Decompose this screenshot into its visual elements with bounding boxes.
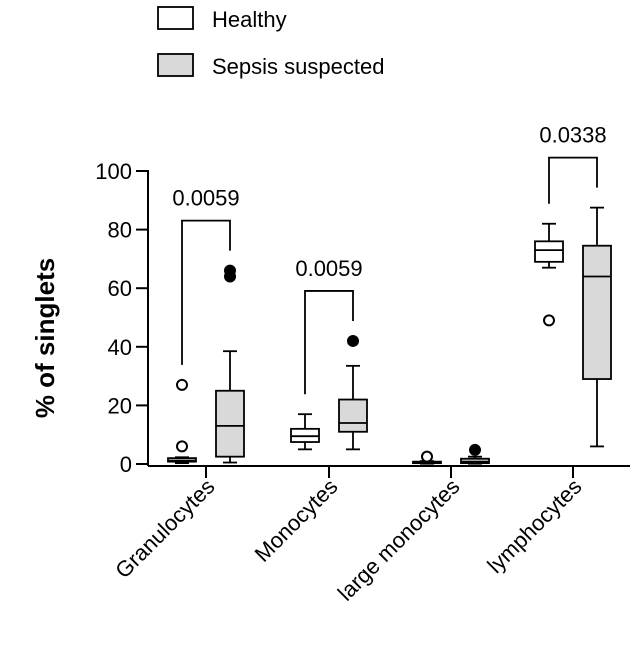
significance-annotations: 0.0059 0.0059 0.0338 <box>172 123 607 395</box>
legend: Healthy Sepsis suspected <box>157 6 384 79</box>
annotation-0: 0.0059 <box>172 186 240 365</box>
outlier-point <box>176 440 188 453</box>
box-iqr <box>582 244 612 380</box>
y-ticks: 0 20 40 60 80 100 <box>95 159 148 477</box>
y-tick-label: 20 <box>108 393 132 418</box>
box-iqr <box>534 240 564 263</box>
x-category-label: large monocytes <box>333 474 465 606</box>
y-tick-label: 100 <box>95 159 132 184</box>
box-sepsis-3 <box>582 206 612 448</box>
legend-label-healthy: Healthy <box>212 7 287 32</box>
outlier-point <box>421 450 433 463</box>
p-value-label: 0.0059 <box>295 256 362 281</box>
y-tick-label: 40 <box>108 335 132 360</box>
x-category-label: lymphocytes <box>482 474 586 578</box>
p-value-label: 0.0338 <box>539 123 606 148</box>
legend-swatch-healthy <box>157 6 194 30</box>
boxes <box>167 206 612 465</box>
box-sepsis-2 <box>460 443 490 465</box>
legend-label-sepsis: Sepsis suspected <box>212 54 384 79</box>
significance-bracket <box>304 290 354 395</box>
y-tick-label: 0 <box>120 452 132 477</box>
outlier-point <box>176 378 188 391</box>
outlier-point <box>469 443 481 456</box>
box-sepsis-1 <box>338 334 368 451</box>
y-tick-label: 80 <box>108 218 132 243</box>
outlier-point <box>224 264 236 277</box>
outlier-point <box>347 334 359 347</box>
box-sepsis-0 <box>215 264 245 464</box>
annotation-1: 0.0059 <box>295 256 363 395</box>
annotation-2: 0.0338 <box>539 123 607 204</box>
box-healthy-3 <box>534 222 564 327</box>
box-healthy-2 <box>412 450 442 465</box>
y-tick-label: 60 <box>108 276 132 301</box>
significance-bracket <box>548 156 598 204</box>
box-healthy-0 <box>167 378 197 465</box>
legend-swatch-sepsis <box>157 53 194 77</box>
box-iqr <box>338 398 368 433</box>
p-value-label: 0.0059 <box>172 186 239 211</box>
box-healthy-1 <box>290 413 320 451</box>
significance-bracket <box>181 219 231 365</box>
x-category-label: Monocytes <box>250 474 343 567</box>
y-axis-label: % of singlets <box>30 258 60 418</box>
x-category-label: Granulocytes <box>110 474 219 583</box>
box-iqr <box>215 389 245 458</box>
outlier-point <box>543 314 555 327</box>
